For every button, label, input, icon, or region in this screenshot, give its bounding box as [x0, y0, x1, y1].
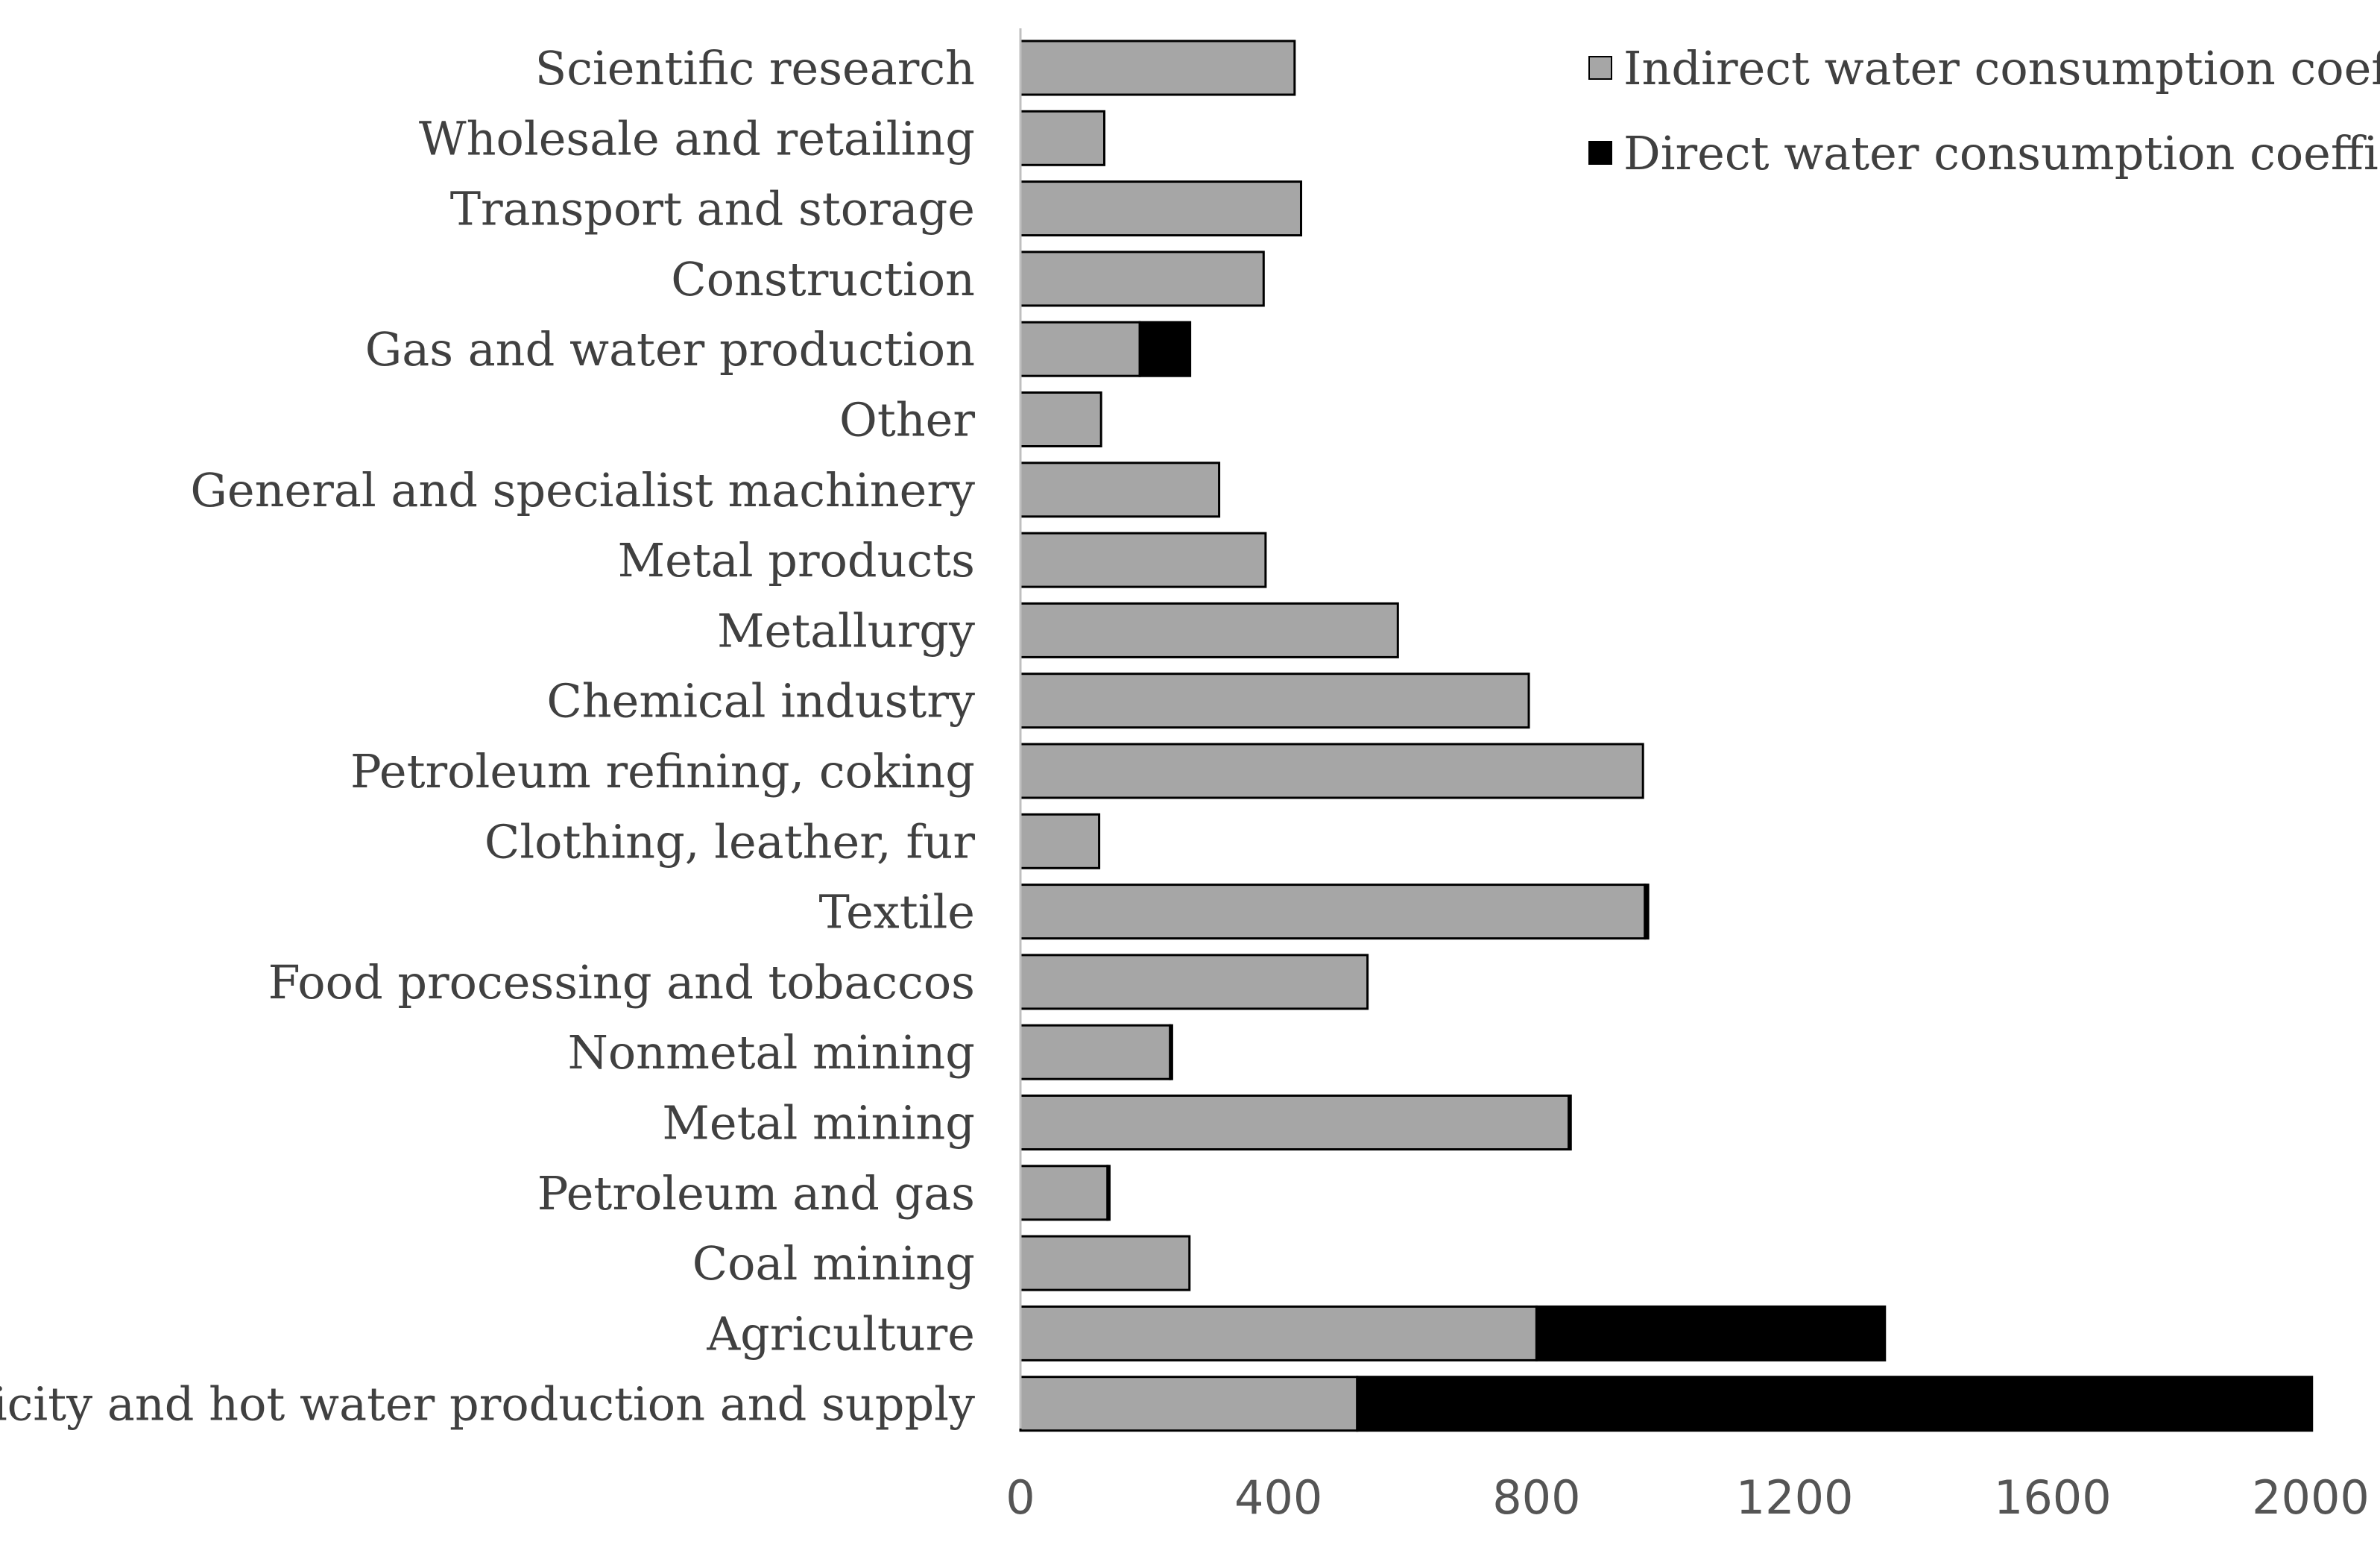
legend-label-direct: Direct water consumption coefficient	[1623, 126, 2380, 180]
category-label: Nonmetal mining	[568, 1025, 975, 1080]
category-label: General and specialist machinery	[190, 463, 975, 517]
x-tick-labels: 0 400 800 1200 1600 2000	[1006, 1470, 2370, 1525]
bar-indirect-2	[1019, 180, 1302, 237]
bar-indirect-19	[1019, 1376, 1359, 1432]
category-label: Agriculture	[706, 1306, 975, 1361]
bar-indirect-0	[1019, 40, 1296, 96]
category-labels: Scientific research Wholesale and retaili…	[0, 41, 975, 1432]
x-tick-label: 400	[1234, 1470, 1322, 1525]
category-label: Chemical industry	[546, 674, 975, 728]
category-label: Metal mining	[662, 1096, 975, 1150]
bar-direct-18	[1535, 1305, 1887, 1361]
bar-direct-15	[1568, 1095, 1572, 1150]
bar-indirect-13	[1019, 954, 1369, 1010]
bar-direct-14	[1169, 1024, 1173, 1080]
bar-direct-4	[1138, 321, 1192, 377]
bar-indirect-16	[1019, 1165, 1109, 1221]
bar-indirect-7	[1019, 532, 1267, 588]
x-tick-label: 1600	[1994, 1470, 2112, 1525]
category-label: Coal mining	[692, 1236, 975, 1291]
category-label: Petroleum refining, coking	[350, 744, 975, 799]
bars-group	[1019, 40, 2314, 1432]
legend-swatch-indirect	[1588, 56, 1612, 80]
bar-indirect-4	[1019, 321, 1141, 377]
bar-direct-19	[1356, 1376, 2314, 1432]
bar-indirect-9	[1019, 673, 1530, 729]
category-label: Metal products	[618, 533, 975, 588]
category-label: Scientific research	[535, 41, 975, 95]
x-tick-label: 2000	[2252, 1470, 2370, 1525]
category-label: electricity and hot water production and…	[0, 1377, 975, 1432]
bar-indirect-5	[1019, 391, 1102, 447]
category-label: Metallurgy	[717, 603, 975, 658]
category-label: Petroleum and gas	[537, 1166, 975, 1221]
bar-direct-16	[1106, 1165, 1111, 1221]
bar-indirect-6	[1019, 462, 1221, 518]
bar-indirect-18	[1019, 1305, 1538, 1361]
legend-swatch-direct	[1588, 141, 1612, 165]
x-tick-label: 0	[1006, 1470, 1035, 1525]
bar-indirect-11	[1019, 813, 1101, 869]
category-label: Textile	[819, 885, 975, 939]
bar-indirect-10	[1019, 743, 1644, 799]
bar-direct-12	[1644, 884, 1650, 940]
category-label: Transport and storage	[450, 182, 975, 236]
category-label: Wholesale and retailing	[419, 111, 975, 166]
legend-label-indirect: Indirect water consumption coefficien	[1623, 41, 2380, 95]
bar-indirect-12	[1019, 884, 1647, 940]
category-label: Food processing and tobaccos	[268, 955, 975, 1010]
bar-indirect-15	[1019, 1095, 1571, 1150]
category-label: Construction	[671, 252, 975, 306]
category-label: Other	[839, 393, 975, 447]
bar-indirect-17	[1019, 1235, 1191, 1291]
x-tick-label: 1200	[1736, 1470, 1854, 1525]
x-tick-label: 800	[1492, 1470, 1580, 1525]
bar-indirect-3	[1019, 251, 1265, 307]
category-label: Gas and water production	[365, 322, 975, 377]
legend: Indirect water consumption coefficien Dir…	[1588, 41, 2380, 180]
bar-indirect-1	[1019, 110, 1106, 166]
bar-indirect-8	[1019, 602, 1399, 658]
bar-indirect-14	[1019, 1024, 1172, 1080]
category-label: Clothing, leather, fur	[484, 814, 975, 869]
